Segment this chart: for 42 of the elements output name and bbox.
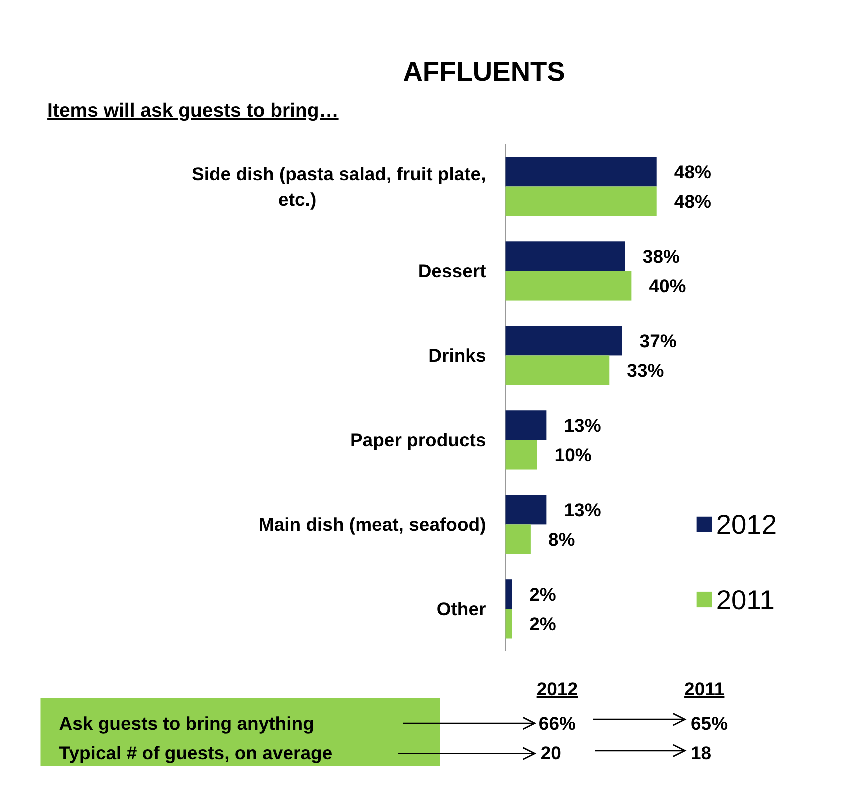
data-label: 13%: [564, 499, 602, 520]
legend-label: 2012: [716, 509, 778, 540]
text: 2011: [684, 678, 725, 700]
bar: [506, 580, 512, 610]
text: 65%: [690, 713, 728, 734]
bar: [506, 326, 622, 356]
bar: [506, 242, 626, 272]
data-label: 13%: [564, 414, 602, 436]
bar: [506, 524, 531, 554]
data-label: 48%: [674, 161, 712, 182]
bar: [506, 410, 547, 440]
legend-label: 2011: [716, 584, 775, 616]
y-tick-label: Side dish (pasta salad, fruit plate, etc.): [192, 164, 486, 210]
text: 66%: [538, 713, 576, 734]
bar: [506, 157, 657, 187]
text: Typical # of guests, on average: [59, 742, 333, 764]
data-label: 37%: [640, 330, 677, 352]
text: Items will ask guests to bring…: [48, 100, 339, 122]
data-label: 38%: [642, 246, 680, 267]
data-label: 2%: [530, 613, 556, 634]
data-label: 2%: [530, 584, 556, 605]
data-label: 48%: [674, 190, 712, 212]
bar: [506, 271, 632, 301]
data-label: 8%: [548, 528, 576, 550]
data-label: 40%: [649, 275, 686, 296]
bar: [506, 440, 538, 470]
data-label: 33%: [627, 360, 664, 381]
y-tick-label: Other: [436, 598, 486, 620]
chart-title: AFFLUENTS: [403, 56, 566, 88]
text: 18: [690, 742, 712, 764]
bar: [506, 356, 610, 386]
y-tick-label: Dessert: [418, 260, 486, 282]
bar: [506, 609, 512, 639]
y-tick-label: Paper products: [350, 430, 486, 451]
bar: [506, 495, 547, 525]
y-tick-label: Main dish (meat, seafood): [258, 514, 486, 536]
text: Ask guests to bring anything: [59, 713, 314, 734]
bar: [506, 186, 657, 216]
text: 2012: [536, 678, 578, 700]
data-label: 10%: [554, 444, 592, 466]
text: 20: [540, 742, 562, 764]
y-tick-label: Drinks: [428, 345, 486, 366]
